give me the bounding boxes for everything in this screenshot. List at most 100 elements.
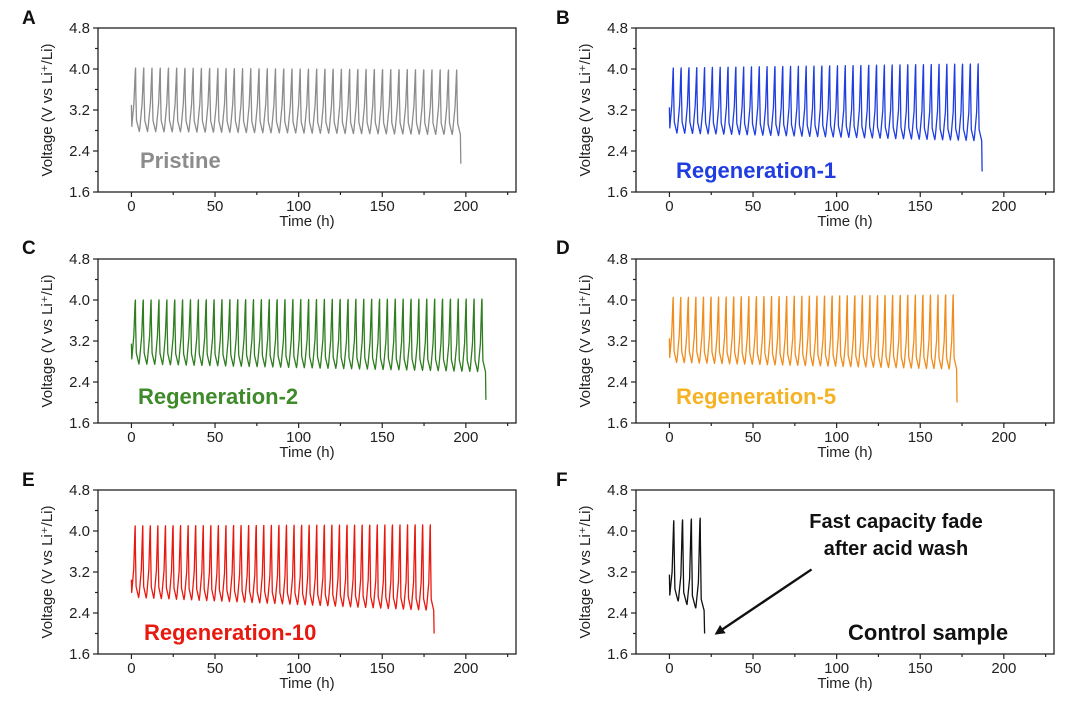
x-tick-label: 0	[127, 429, 135, 446]
x-tick-label: 50	[207, 660, 224, 677]
annotation-text: Fast capacity fade after acid wash	[809, 511, 982, 560]
sample-label: Pristine	[140, 148, 221, 173]
y-tick-label: 2.4	[69, 605, 90, 622]
sample-label: Control sample	[848, 620, 1008, 645]
annotation-arrow	[714, 568, 813, 635]
y-axis-title: Voltage (V vs Li⁺/Li)	[577, 506, 594, 639]
y-tick-label: 3.2	[69, 333, 90, 350]
annotation-line: after acid wash	[824, 538, 969, 560]
y-tick-label: 2.4	[607, 374, 628, 391]
y-tick-label: 1.6	[69, 646, 90, 663]
y-tick-label: 4.0	[69, 523, 90, 540]
y-tick-label: 4.0	[607, 292, 628, 309]
panel-c: C 0 50 100 150 200 1.6 2.4 3.2 4.0 4.8 Time (h) Volt…	[22, 238, 517, 461]
y-axis-title: Voltage (V vs Li⁺/Li)	[39, 44, 56, 177]
y-tick-label: 2.4	[69, 143, 90, 160]
x-axis-title: Time (h)	[817, 675, 872, 692]
y-axis-title: Voltage (V vs Li⁺/Li)	[577, 275, 594, 408]
x-tick-label: 0	[665, 429, 673, 446]
x-tick-label: 0	[665, 660, 673, 677]
panel-e: E 0 50 100 150 200 1.6 2.4 3.2 4.0 4.8 Time (h) Volt…	[22, 470, 517, 692]
x-tick-label: 150	[908, 660, 933, 677]
y-axis-title: Voltage (V vs Li⁺/Li)	[39, 275, 56, 408]
y-tick-label: 4.0	[69, 292, 90, 309]
y-tick-label: 1.6	[69, 184, 90, 201]
panel-letter: D	[556, 238, 570, 259]
x-tick-label: 150	[370, 429, 395, 446]
y-tick-label: 3.2	[607, 102, 628, 119]
panel-d: D 0 50 100 150 200 1.6 2.4 3.2 4.0 4.8 Time (h) Volt…	[556, 238, 1055, 461]
x-axis-title: Time (h)	[279, 444, 334, 461]
y-tick-label: 3.2	[607, 564, 628, 581]
y-tick-label: 4.8	[69, 20, 90, 37]
x-tick-label: 150	[370, 660, 395, 677]
y-tick-label: 3.2	[607, 333, 628, 350]
x-tick-label: 200	[453, 429, 478, 446]
y-tick-label: 4.0	[607, 523, 628, 540]
x-tick-label: 0	[127, 660, 135, 677]
panel-letter: E	[22, 470, 35, 491]
x-tick-label: 150	[908, 198, 933, 215]
voltage-trace	[668, 517, 706, 634]
x-tick-label: 50	[207, 429, 224, 446]
x-tick-label: 100	[286, 429, 311, 446]
y-tick-label: 1.6	[607, 415, 628, 432]
y-tick-label: 1.6	[69, 415, 90, 432]
voltage-trace	[130, 67, 462, 164]
x-tick-label: 100	[286, 660, 311, 677]
voltage-trace	[668, 63, 983, 172]
x-axis-title: Time (h)	[279, 213, 334, 230]
y-axis-title: Voltage (V vs Li⁺/Li)	[577, 44, 594, 177]
panel-letter: C	[22, 238, 36, 259]
x-tick-label: 50	[745, 198, 762, 215]
x-tick-label: 200	[453, 660, 478, 677]
y-tick-label: 2.4	[69, 374, 90, 391]
x-tick-label: 50	[745, 660, 762, 677]
sample-label: Regeneration-10	[144, 620, 316, 645]
x-tick-label: 200	[991, 429, 1016, 446]
x-tick-label: 200	[453, 198, 478, 215]
x-tick-label: 150	[908, 429, 933, 446]
y-tick-label: 1.6	[607, 184, 628, 201]
y-tick-label: 2.4	[607, 143, 628, 160]
x-axis-title: Time (h)	[817, 213, 872, 230]
y-tick-label: 4.8	[69, 251, 90, 268]
x-axis-title: Time (h)	[279, 675, 334, 692]
annotation-line: Fast capacity fade	[809, 511, 982, 533]
panel-a: A 0 50 100 150 200 1.6 2.4 3.2 4.0 4.8 Time (h) Volt…	[22, 8, 517, 230]
y-tick-label: 4.0	[607, 61, 628, 78]
voltage-trace	[668, 294, 958, 403]
x-tick-label: 0	[665, 198, 673, 215]
x-tick-label: 50	[745, 429, 762, 446]
x-tick-label: 100	[286, 198, 311, 215]
panel-letter: A	[22, 8, 36, 29]
panel-b: B 0 50 100 150 200 1.6 2.4 3.2 4.0 4.8 Time (h) Volt…	[556, 8, 1055, 230]
panel-letter: B	[556, 8, 570, 29]
sample-label: Regeneration-1	[676, 158, 836, 183]
y-tick-label: 4.8	[69, 482, 90, 499]
panel-letter: F	[556, 470, 568, 491]
panel-f: F 0 50 100 150 200 1.6 2.4 3.2 4.0 4.8 Time (h) Volt…	[556, 470, 1055, 692]
x-tick-label: 50	[207, 198, 224, 215]
x-tick-label: 150	[370, 198, 395, 215]
y-tick-label: 4.8	[607, 251, 628, 268]
y-tick-label: 4.8	[607, 20, 628, 37]
x-tick-label: 200	[991, 660, 1016, 677]
y-tick-label: 3.2	[69, 102, 90, 119]
x-tick-label: 100	[824, 429, 849, 446]
voltage-trace	[130, 298, 487, 400]
x-tick-label: 100	[824, 198, 849, 215]
x-axis-title: Time (h)	[817, 444, 872, 461]
x-tick-label: 200	[991, 198, 1016, 215]
y-tick-label: 4.0	[69, 61, 90, 78]
y-tick-label: 1.6	[607, 646, 628, 663]
y-tick-label: 2.4	[607, 605, 628, 622]
y-tick-label: 4.8	[607, 482, 628, 499]
y-axis-title: Voltage (V vs Li⁺/Li)	[39, 506, 56, 639]
voltage-trace	[130, 524, 435, 634]
x-tick-label: 100	[824, 660, 849, 677]
sample-label: Regeneration-2	[138, 384, 298, 409]
x-tick-label: 0	[127, 198, 135, 215]
sample-label: Regeneration-5	[676, 384, 836, 409]
